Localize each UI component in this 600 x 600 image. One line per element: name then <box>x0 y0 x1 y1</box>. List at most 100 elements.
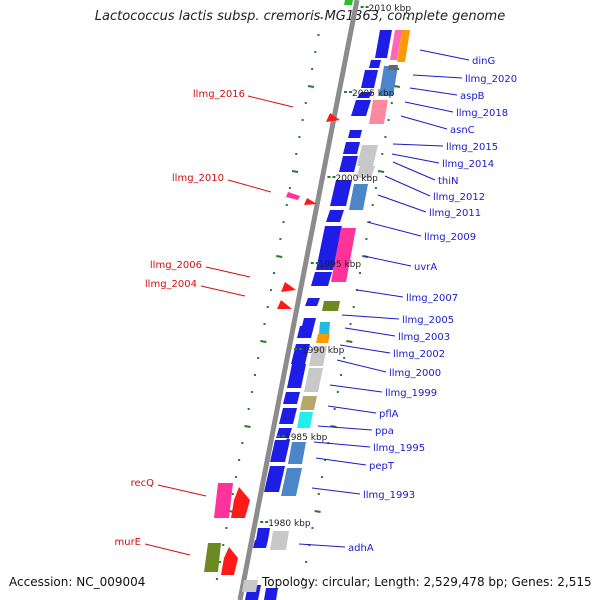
gene-arrow <box>316 226 342 270</box>
gene-arrow <box>281 468 302 496</box>
topology-text: Topology: circular; Length: 2,529,478 bp… <box>262 575 592 589</box>
kbp-label: 1995 kbp <box>319 260 362 270</box>
label-leader-line <box>327 405 377 414</box>
gene-label-llmg_2015[interactable]: llmg_2015 <box>446 142 498 153</box>
gene-arrow <box>279 408 297 424</box>
gene-label-llmg_2014[interactable]: llmg_2014 <box>442 159 494 170</box>
label-leader-line <box>144 543 191 556</box>
gene-label-llmg_2002[interactable]: llmg_2002 <box>393 349 445 360</box>
gene-arrow <box>357 145 378 166</box>
gene-label-llmg_2016[interactable]: llmg_2016 <box>193 89 245 100</box>
gene-arrow <box>357 92 373 98</box>
gene-arrow <box>356 166 375 178</box>
gene-arrow <box>348 130 362 138</box>
kbp-label: 1985 kbp <box>285 433 328 443</box>
gene-label-llmg_2004[interactable]: llmg_2004 <box>145 279 197 290</box>
label-leader-line <box>392 143 444 147</box>
gene-arrow <box>379 66 398 96</box>
tick-mark <box>244 425 251 428</box>
gene-arrow <box>326 113 340 122</box>
gene-arrow <box>331 228 356 282</box>
gene-arrow <box>388 65 398 70</box>
gene-arrow <box>204 543 221 572</box>
gene-arrow <box>276 428 292 438</box>
label-leader-line <box>329 384 383 393</box>
tick-mark <box>393 85 401 88</box>
gene-label-llmg_2009[interactable]: llmg_2009 <box>424 232 476 243</box>
gene-arrow <box>305 298 320 306</box>
kbp-label: 1990 kbp <box>302 346 345 356</box>
left-gene-labels: llmg_2016 llmg_2010 llmg_2006 llmg_2004 recQ… <box>114 89 294 556</box>
gene-label-llmg_1993[interactable]: llmg_1993 <box>363 490 415 501</box>
gene-label-thin[interactable]: thiN <box>438 176 459 187</box>
kbp-label: 1980 kbp <box>268 519 311 529</box>
gene-arrow <box>287 364 306 388</box>
gene-label-ppa[interactable]: ppa <box>375 426 394 437</box>
accession-text: Accession: NC_009004 <box>9 575 146 589</box>
gene-label-mure[interactable]: murE <box>114 537 141 548</box>
gene-label-llmg_2010[interactable]: llmg_2010 <box>172 173 224 184</box>
gene-label-llmg_2007[interactable]: llmg_2007 <box>406 293 458 304</box>
gene-arrow <box>256 528 270 540</box>
gene-arrow <box>375 30 392 58</box>
gene-label-llmg_2005[interactable]: llmg_2005 <box>402 315 454 326</box>
gene-label-llmg_2003[interactable]: llmg_2003 <box>398 332 450 343</box>
label-leader-line <box>298 543 346 548</box>
gene-arrow <box>297 326 314 338</box>
gene-arrow <box>304 368 323 392</box>
genome-backbone <box>237 0 360 600</box>
gene-arrow <box>309 346 327 366</box>
label-leader-line <box>377 194 427 213</box>
gene-arrow <box>351 100 371 116</box>
label-leader-line <box>409 87 458 96</box>
gene-arrow <box>302 318 316 326</box>
label-leader-line <box>336 359 387 373</box>
gene-label-recq[interactable]: recQ <box>131 478 155 489</box>
gene-arrow <box>304 198 317 205</box>
gene-label-pept[interactable]: pepT <box>369 461 395 472</box>
gene-arrow <box>369 60 381 68</box>
gene-arrow <box>361 70 378 88</box>
gene-label-adha[interactable]: adhA <box>348 543 374 554</box>
gene-label-uvra[interactable]: uvrA <box>414 262 437 273</box>
tick-mark <box>377 170 385 173</box>
gene-label-pfla[interactable]: pflA <box>379 409 399 420</box>
gene-arrow <box>281 282 296 292</box>
gene-label-llmg_1995[interactable]: llmg_1995 <box>373 443 425 454</box>
gene-arrow <box>344 0 353 5</box>
gene-arrow <box>283 392 300 404</box>
label-leader-line <box>356 289 404 298</box>
gene-arrow <box>319 322 330 334</box>
tick-mark <box>260 340 267 343</box>
gene-arrow <box>253 540 268 548</box>
gene-arrow <box>221 547 238 575</box>
tick-mark <box>346 340 353 343</box>
label-leader-line <box>315 457 367 466</box>
gene-label-llmg_2012[interactable]: llmg_2012 <box>433 192 485 203</box>
gene-label-ding[interactable]: dinG <box>472 56 495 67</box>
gene-arrow <box>311 272 332 286</box>
kbp-label: 2005 kbp <box>352 89 395 99</box>
gene-label-llmg_1999[interactable]: llmg_1999 <box>385 388 437 399</box>
label-leader-line <box>317 425 373 431</box>
gene-label-aspb[interactable]: aspB <box>460 91 485 102</box>
gene-label-llmg_2020[interactable]: llmg_2020 <box>465 74 517 85</box>
label-leader-line <box>205 266 251 278</box>
label-leader-line <box>400 115 448 130</box>
gene-arrow <box>231 487 250 518</box>
tick-mark <box>314 510 321 513</box>
label-leader-line <box>392 161 436 181</box>
gene-arrow <box>369 100 388 124</box>
gene-arrow <box>316 334 330 343</box>
gene-label-llmg_2006[interactable]: llmg_2006 <box>150 260 202 271</box>
gene-label-llmg_2018[interactable]: llmg_2018 <box>456 108 508 119</box>
gene-label-llmg_2000[interactable]: llmg_2000 <box>389 368 441 379</box>
gene-arrow <box>264 588 278 600</box>
gene-arrow <box>390 30 402 60</box>
label-leader-line <box>227 179 272 193</box>
gene-arrow <box>270 531 289 550</box>
label-leader-line <box>363 255 412 267</box>
gene-label-llmg_2011[interactable]: llmg_2011 <box>429 208 481 219</box>
gene-label-asnc[interactable]: asnC <box>450 125 475 136</box>
